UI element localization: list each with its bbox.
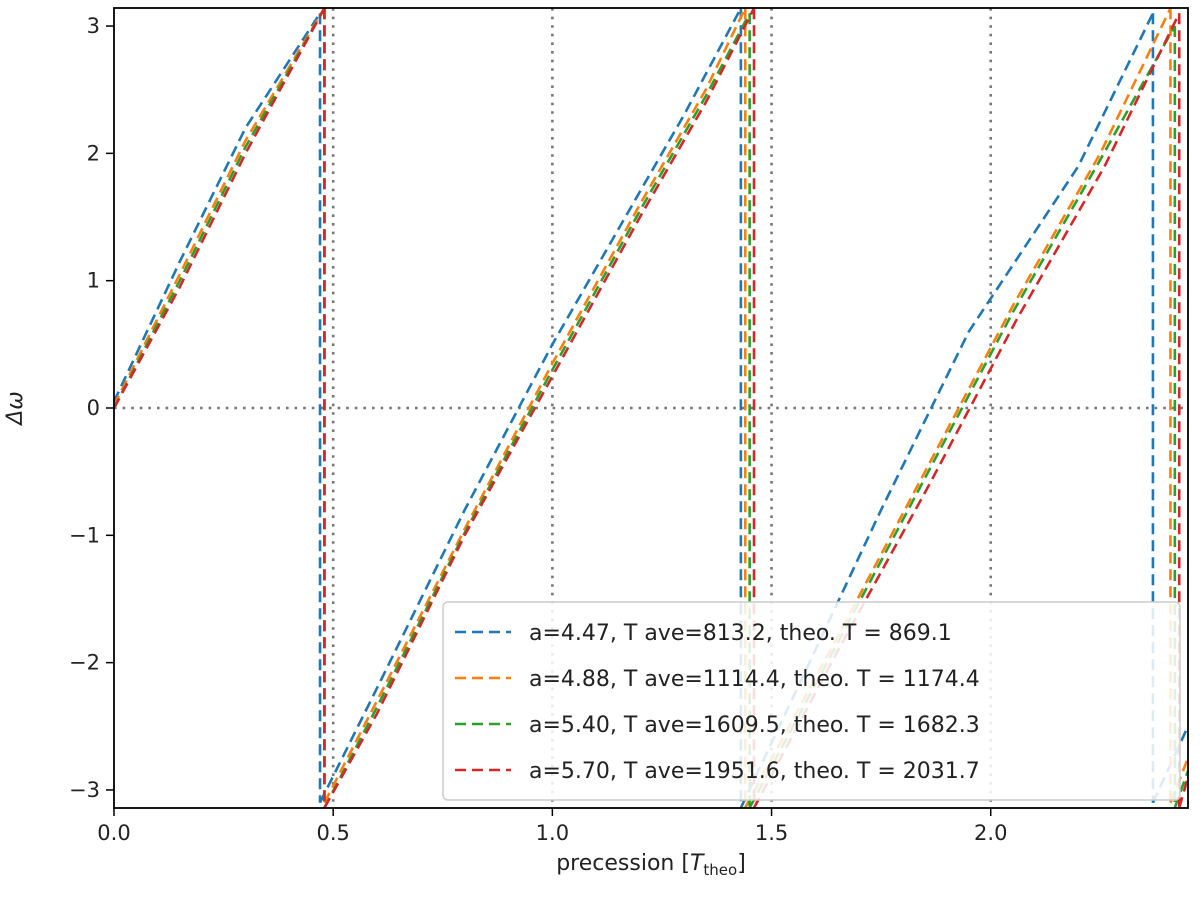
legend-box <box>442 601 1181 801</box>
legend-label: a=5.40, T ave=1609.5, theo. T = 1682.3 <box>529 713 980 738</box>
legend: a=4.47, T ave=813.2, theo. T = 869.1 a=4.… <box>442 601 1181 801</box>
x-tick-label: 0.5 <box>316 821 349 845</box>
x-tick-label: 0.0 <box>97 821 130 845</box>
x-tick-label: 2.0 <box>974 821 1007 845</box>
series-3-segment-2 <box>323 12 751 809</box>
y-axis-ticks: −3 −2 −1 0 1 2 3 <box>69 14 114 802</box>
legend-label: a=5.70, T ave=1951.6, theo. T = 2031.7 <box>529 759 980 784</box>
reference-lines <box>114 8 1188 808</box>
legend-label: a=4.47, T ave=813.2, theo. T = 869.1 <box>529 621 952 646</box>
series-4-segment-1 <box>112 7 326 409</box>
legend-entry: a=4.88, T ave=1114.4, theo. T = 1174.4 <box>455 667 980 692</box>
series-4-segment-4 <box>1177 776 1190 809</box>
legend-entry: a=4.47, T ave=813.2, theo. T = 869.1 <box>455 621 952 646</box>
y-tick-label: 2 <box>87 141 100 165</box>
y-tick-label: 0 <box>87 396 100 420</box>
series-3-segment-4 <box>1173 770 1190 809</box>
x-axis-label: precession [Ttheo] <box>556 851 746 879</box>
x-axis-label-text: precession [ <box>556 851 690 876</box>
y-tick-label: 1 <box>87 269 100 293</box>
series-3-segment-1 <box>112 7 326 409</box>
y-tick-label: −3 <box>69 778 100 802</box>
legend-label: a=4.88, T ave=1114.4, theo. T = 1174.4 <box>529 667 980 692</box>
y-axis-label: Δω <box>3 391 28 426</box>
series-2-segment-1 <box>112 7 326 407</box>
series-2-segment-2 <box>323 7 747 804</box>
x-tick-label: 1.5 <box>755 821 788 845</box>
legend-entry: a=5.70, T ave=1951.6, theo. T = 2031.7 <box>455 759 980 784</box>
x-axis-label-symbol: T <box>690 851 705 876</box>
series-1-segment-2 <box>318 7 743 804</box>
y-tick-label: −2 <box>69 651 100 675</box>
x-axis-label-subscript: theo <box>703 861 737 879</box>
legend-entry: a=5.40, T ave=1609.5, theo. T = 1682.3 <box>455 713 980 738</box>
x-axis-label-close: ] <box>737 851 746 876</box>
x-tick-label: 1.0 <box>536 821 569 845</box>
x-axis-ticks: 0.0 0.5 1.0 1.5 2.0 <box>97 808 1007 845</box>
y-tick-label: −1 <box>69 523 100 547</box>
series-1-segment-1 <box>112 12 322 403</box>
series-4-segment-2 <box>323 7 756 809</box>
y-tick-label: 3 <box>87 14 100 38</box>
